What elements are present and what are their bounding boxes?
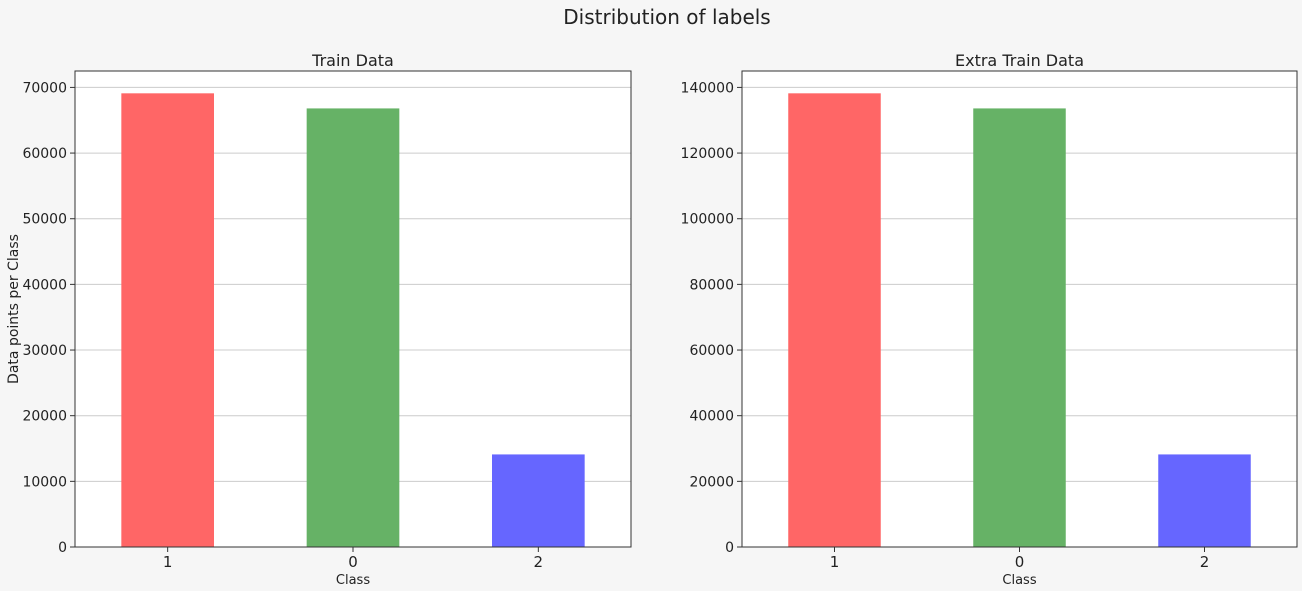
y-tick-label: 80000 xyxy=(689,277,734,293)
bar-class-2 xyxy=(1158,454,1251,547)
y-tick-label: 40000 xyxy=(22,277,67,293)
y-tick-label: 60000 xyxy=(22,146,67,162)
y-axis-label: Data points per Class xyxy=(6,234,22,384)
y-tick-label: 100000 xyxy=(681,212,734,228)
y-tick-label: 20000 xyxy=(22,409,67,425)
y-tick-label: 20000 xyxy=(689,474,734,490)
axes-frame xyxy=(74,70,632,548)
y-tick-label: 50000 xyxy=(22,212,67,228)
chart-title: Extra Train Data xyxy=(955,51,1084,70)
bar-class-2 xyxy=(492,454,585,547)
y-tick-label: 30000 xyxy=(22,343,67,359)
x-axis-label: Class xyxy=(1002,573,1036,588)
bar-class-0 xyxy=(973,108,1066,547)
chart-title: Train Data xyxy=(311,51,394,70)
x-tick-label: 2 xyxy=(1200,553,1210,571)
y-tick-label: 10000 xyxy=(22,474,67,490)
bar-class-0 xyxy=(306,108,400,547)
x-tick-label: 1 xyxy=(830,553,840,571)
bar-class-1 xyxy=(788,93,881,548)
train-data-chart: 0 10000 20000 30000 40000 50000 60000 70000 1 0 2 T… xyxy=(6,51,632,588)
x-tick-label: 0 xyxy=(1015,553,1025,571)
x-axis-label: Class xyxy=(336,573,370,588)
bar-class-1 xyxy=(121,93,214,548)
figure-title: Distribution of labels xyxy=(563,5,770,29)
x-tick-label: 1 xyxy=(163,553,173,571)
x-tick-label: 0 xyxy=(348,553,358,571)
y-tick-label: 40000 xyxy=(689,409,734,425)
y-tick-label: 70000 xyxy=(22,80,67,96)
y-tick-label: 120000 xyxy=(681,146,734,162)
y-tick-label: 0 xyxy=(725,540,734,556)
y-tick-label: 60000 xyxy=(689,343,734,359)
extra-train-data-chart: 0 20000 40000 60000 80000 100000 120000 140000 1… xyxy=(681,51,1298,588)
y-tick-label: 140000 xyxy=(681,80,734,96)
x-tick-label: 2 xyxy=(534,553,544,571)
y-tick-label: 0 xyxy=(58,540,67,556)
axes-frame xyxy=(741,70,1298,548)
